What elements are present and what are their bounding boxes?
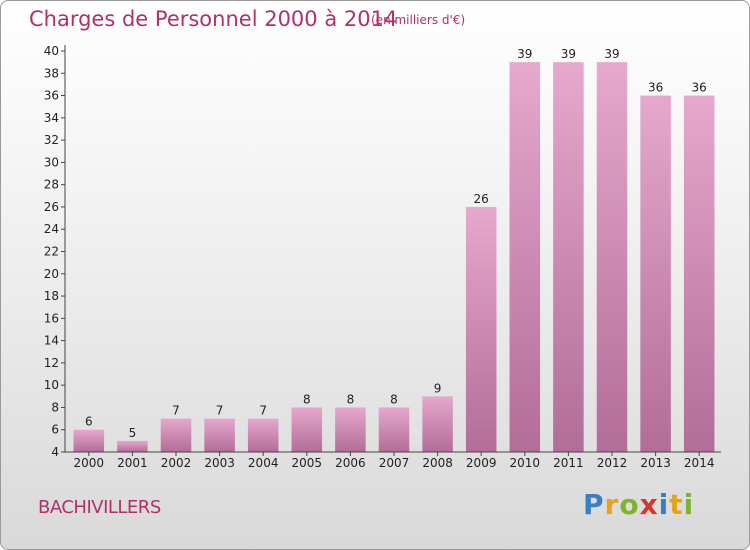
y-tick-label: 10 xyxy=(44,378,59,392)
bar-2014 xyxy=(683,95,715,453)
x-tick-label-2009: 2009 xyxy=(466,456,497,470)
logo-letter: x xyxy=(639,488,659,521)
data-label-2008: 9 xyxy=(434,381,442,395)
data-label-2005: 8 xyxy=(303,392,311,406)
x-tick-label-2008: 2008 xyxy=(422,456,453,470)
bar-2006 xyxy=(335,407,366,452)
y-tick-label: 8 xyxy=(51,400,59,414)
data-label-2007: 8 xyxy=(390,392,398,406)
bar-2003 xyxy=(204,418,235,452)
bar-2013 xyxy=(640,95,671,453)
x-tick-label-2001: 2001 xyxy=(117,456,148,470)
y-tick-label: 30 xyxy=(44,155,59,169)
bar-2004 xyxy=(247,418,279,452)
data-label-2004: 7 xyxy=(259,404,267,418)
x-tick-label-2002: 2002 xyxy=(161,456,192,470)
data-label-2001: 5 xyxy=(129,426,137,440)
x-tick-label-2013: 2013 xyxy=(640,456,671,470)
commune-name: BACHIVILLERS xyxy=(38,497,161,518)
x-tick-label-2000: 2000 xyxy=(74,456,105,470)
bar-2005 xyxy=(291,407,323,452)
y-tick-label: 34 xyxy=(44,111,59,125)
bar-2010 xyxy=(509,62,541,453)
x-tick-label-2006: 2006 xyxy=(335,456,366,470)
data-label-2011: 39 xyxy=(561,47,576,61)
data-label-2009: 26 xyxy=(474,192,489,206)
bar-2009 xyxy=(465,206,497,452)
y-tick-label: 16 xyxy=(44,311,59,325)
y-tick-label: 40 xyxy=(44,44,59,58)
bar-2011 xyxy=(553,62,584,453)
data-label-2003: 7 xyxy=(216,404,224,418)
y-tick-label: 12 xyxy=(44,356,59,370)
bars-group: 6 5 7 7 7 8 8 8 9 26 39 39 39 36 36 xyxy=(73,47,715,453)
y-tick-label: 18 xyxy=(44,289,59,303)
logo-letter: P xyxy=(583,488,605,521)
x-tick-label-2011: 2011 xyxy=(553,456,584,470)
y-tick-label: 14 xyxy=(44,334,59,348)
data-label-2012: 39 xyxy=(604,47,619,61)
bar-2002 xyxy=(160,418,192,452)
y-axis: 4 6 8 10 12 14 16 18 20 22 24 26 28 30 32 34 36 38 40 xyxy=(44,44,66,459)
y-tick-label: 4 xyxy=(51,445,59,459)
bar-2012 xyxy=(596,62,628,453)
y-tick-label: 26 xyxy=(44,200,59,214)
bar-2000 xyxy=(73,429,105,452)
logo-letter: i xyxy=(683,488,695,521)
logo-letter: t xyxy=(669,488,684,521)
x-tick-label-2005: 2005 xyxy=(292,456,323,470)
x-axis: 2000 2001 2002 2003 2004 2005 2006 2007 2008 2009… xyxy=(65,451,721,470)
chart-title: Charges de Personnel 2000 à 2014 xyxy=(29,7,398,31)
logo-letter: r xyxy=(604,488,620,521)
y-tick-label: 38 xyxy=(44,66,59,80)
x-tick-label-2007: 2007 xyxy=(379,456,410,470)
y-tick-label: 22 xyxy=(44,245,59,259)
data-label-2013: 36 xyxy=(648,81,663,95)
logo-letter: i xyxy=(658,488,670,521)
logo-letter: o xyxy=(619,488,640,521)
data-label-2010: 39 xyxy=(517,47,532,61)
bar-2001 xyxy=(117,440,148,452)
data-label-2000: 6 xyxy=(85,415,93,429)
data-label-2002: 7 xyxy=(172,404,180,418)
data-label-2014: 36 xyxy=(692,81,707,95)
proxiti-logo: Proxiti xyxy=(583,488,694,521)
y-tick-label: 20 xyxy=(44,267,59,281)
bar-2007 xyxy=(378,407,410,452)
data-label-2006: 8 xyxy=(347,392,355,406)
x-tick-label-2003: 2003 xyxy=(204,456,235,470)
x-tick-label-2012: 2012 xyxy=(597,456,628,470)
y-tick-label: 24 xyxy=(44,222,59,236)
bar-2008 xyxy=(422,396,453,452)
y-tick-label: 6 xyxy=(51,423,59,437)
x-tick-label-2004: 2004 xyxy=(248,456,279,470)
x-tick-label-2014: 2014 xyxy=(684,456,715,470)
x-tick-label-2010: 2010 xyxy=(510,456,541,470)
y-tick-label: 36 xyxy=(44,89,59,103)
y-tick-label: 28 xyxy=(44,178,59,192)
y-tick-label: 32 xyxy=(44,133,59,147)
chart-subtitle: (en milliers d'€) xyxy=(371,13,466,27)
